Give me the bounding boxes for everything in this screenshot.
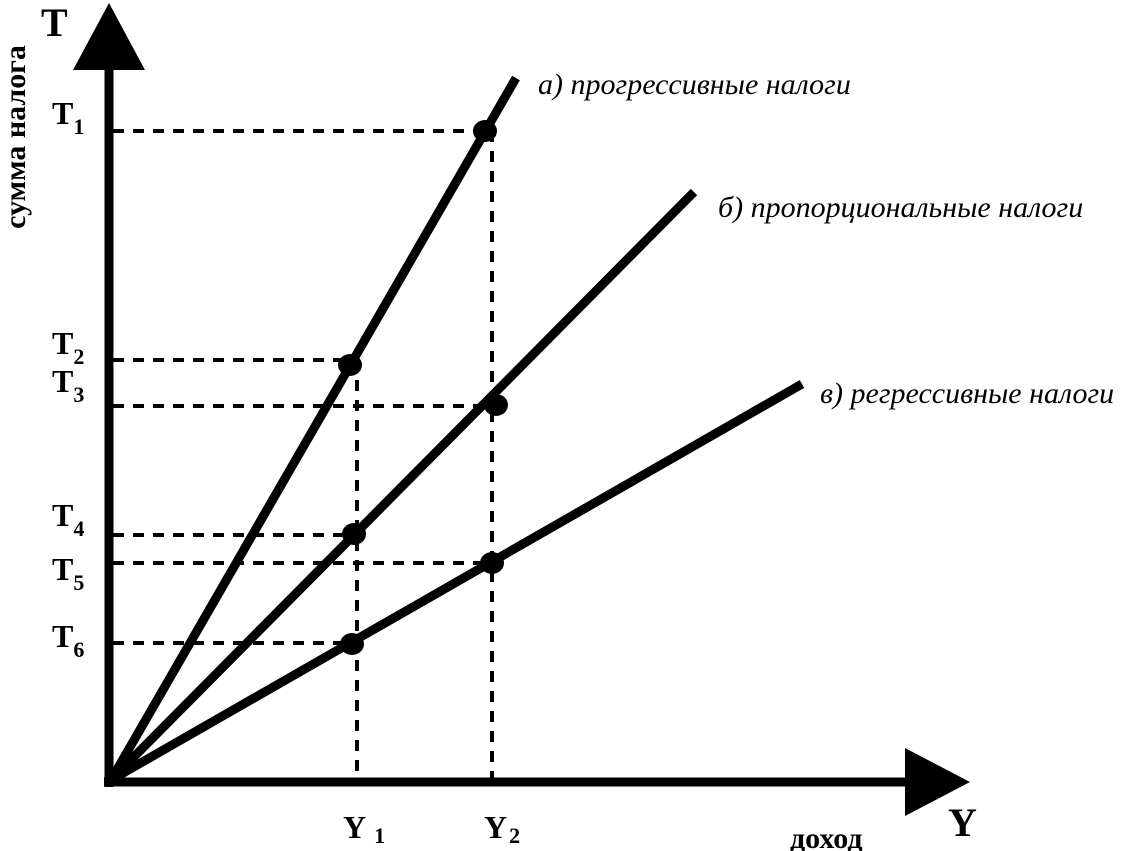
tick-t6: T6 xyxy=(52,618,84,662)
tick-t1: T1 xyxy=(52,95,84,139)
y-axis-letter: T xyxy=(41,0,68,45)
point-regressive-y1 xyxy=(340,633,364,655)
point-proportional-y1 xyxy=(342,523,366,545)
progressive-line xyxy=(107,75,520,783)
tax-lines xyxy=(107,75,805,784)
tick-y1-sub: 1 xyxy=(374,823,385,848)
point-regressive-y2 xyxy=(480,552,504,574)
point-progressive-y1 xyxy=(338,354,362,376)
tick-t3-sub: 3 xyxy=(73,382,84,407)
tick-y2-sub: 2 xyxy=(509,823,520,848)
guide-lines xyxy=(113,129,494,782)
point-progressive-y2 xyxy=(473,120,497,142)
tick-t3: T3 xyxy=(52,363,84,407)
points xyxy=(338,120,508,655)
label-progressive: а) прогрессивные налоги xyxy=(538,68,851,101)
y-axis-arrow xyxy=(73,3,145,70)
tick-y2: Y2 xyxy=(484,809,520,848)
tick-t6-main: T xyxy=(52,618,73,654)
y-tick-labels: T1 T2 T3 T4 T5 T6 xyxy=(52,95,84,662)
tick-t6-sub: 6 xyxy=(73,637,84,662)
axes xyxy=(73,3,970,816)
y-axis-title: сумма налога xyxy=(0,45,32,229)
proportional-line xyxy=(107,188,698,784)
tick-t4-main: T xyxy=(52,497,73,533)
label-proportional: б) пропорциональные налоги xyxy=(718,191,1083,224)
tick-t5-sub: 5 xyxy=(73,570,84,595)
tick-t4-sub: 4 xyxy=(73,516,84,541)
tick-t5: T5 xyxy=(52,551,84,595)
regressive-line xyxy=(108,380,805,784)
tick-t2-main: T xyxy=(52,325,73,361)
tick-y2-main: Y xyxy=(484,809,507,845)
x-axis-title: доход xyxy=(790,822,863,851)
tick-y1-main: Y xyxy=(343,809,366,845)
tick-t1-sub: 1 xyxy=(73,114,84,139)
line-labels: а) прогрессивные налоги б) пропорциональ… xyxy=(538,68,1114,410)
tick-t1-main: T xyxy=(52,95,73,131)
x-axis-letter: Y xyxy=(948,800,977,845)
tick-t4: T4 xyxy=(52,497,84,541)
label-regressive: в) регрессивные налоги xyxy=(820,377,1114,410)
tick-t2-sub: 2 xyxy=(73,344,84,369)
x-axis-arrow xyxy=(905,748,970,816)
tick-t2: T2 xyxy=(52,325,84,369)
point-proportional-y2 xyxy=(484,394,508,416)
tick-t5-main: T xyxy=(52,551,73,587)
tick-t3-main: T xyxy=(52,363,73,399)
